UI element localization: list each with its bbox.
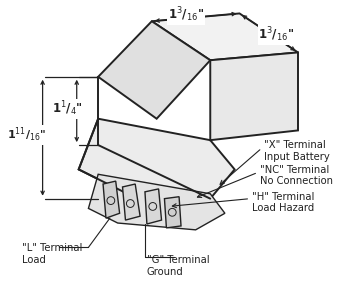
Text: "H" Terminal
Load Hazard: "H" Terminal Load Hazard [252, 192, 315, 213]
Text: "G" Terminal
Ground: "G" Terminal Ground [147, 255, 210, 277]
Text: "L" Terminal
Load: "L" Terminal Load [22, 243, 83, 265]
Polygon shape [89, 174, 225, 230]
Polygon shape [98, 21, 210, 119]
Text: 1$^3$/$_{16}$": 1$^3$/$_{16}$" [168, 6, 204, 24]
Text: "X" Terminal
Input Battery: "X" Terminal Input Battery [264, 140, 330, 162]
Text: "NC" Terminal
No Connection: "NC" Terminal No Connection [260, 165, 333, 186]
Polygon shape [122, 184, 140, 220]
Polygon shape [145, 189, 162, 224]
Polygon shape [103, 181, 120, 218]
Text: 1$^3$/$_{16}$": 1$^3$/$_{16}$" [259, 25, 295, 44]
Text: 1$^{11}$/$_{16}$": 1$^{11}$/$_{16}$" [7, 126, 46, 144]
Polygon shape [79, 119, 235, 199]
Polygon shape [210, 52, 298, 140]
Polygon shape [152, 13, 298, 60]
Polygon shape [164, 197, 181, 228]
Text: 1$^1$/$_4$": 1$^1$/$_4$" [51, 100, 82, 118]
